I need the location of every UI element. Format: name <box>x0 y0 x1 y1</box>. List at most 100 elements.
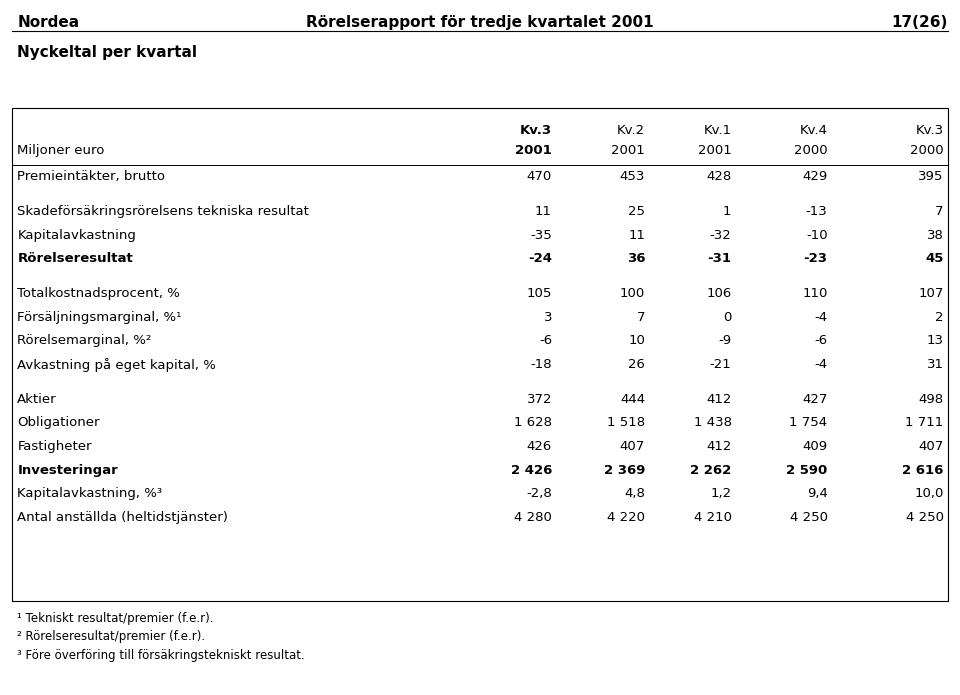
Text: 4 210: 4 210 <box>693 511 732 524</box>
Text: Totalkostnadsprocent, %: Totalkostnadsprocent, % <box>17 287 180 300</box>
Text: 4 280: 4 280 <box>515 511 552 524</box>
Text: -4: -4 <box>814 358 828 371</box>
Text: 2001: 2001 <box>698 144 732 157</box>
Text: -35: -35 <box>530 229 552 242</box>
Text: -31: -31 <box>708 252 732 265</box>
Text: 110: 110 <box>803 287 828 300</box>
Text: Nyckeltal per kvartal: Nyckeltal per kvartal <box>17 45 198 60</box>
Text: 2 262: 2 262 <box>690 464 732 477</box>
Text: 412: 412 <box>707 393 732 406</box>
Text: Investeringar: Investeringar <box>17 464 118 477</box>
Text: 38: 38 <box>926 229 944 242</box>
Text: 4 250: 4 250 <box>789 511 828 524</box>
Text: 1,2: 1,2 <box>710 487 732 500</box>
Text: 13: 13 <box>926 334 944 348</box>
Text: 45: 45 <box>925 252 944 265</box>
Text: -24: -24 <box>528 252 552 265</box>
Text: 31: 31 <box>926 358 944 371</box>
Text: 2001: 2001 <box>612 144 645 157</box>
Text: 1 711: 1 711 <box>905 416 944 430</box>
Text: 17(26): 17(26) <box>891 15 948 31</box>
Text: 1: 1 <box>723 205 732 218</box>
Text: 470: 470 <box>527 170 552 183</box>
Text: 428: 428 <box>707 170 732 183</box>
Text: Rörelsemarginal, %²: Rörelsemarginal, %² <box>17 334 152 348</box>
Text: 9,4: 9,4 <box>806 487 828 500</box>
Text: 1 518: 1 518 <box>607 416 645 430</box>
Text: 4 220: 4 220 <box>607 511 645 524</box>
Text: -6: -6 <box>539 334 552 348</box>
Text: 105: 105 <box>527 287 552 300</box>
Text: 7: 7 <box>935 205 944 218</box>
Text: 2: 2 <box>935 311 944 324</box>
Text: Rörelseresultat: Rörelseresultat <box>17 252 133 265</box>
Text: 427: 427 <box>803 393 828 406</box>
Text: -21: -21 <box>709 358 732 371</box>
Text: 372: 372 <box>526 393 552 406</box>
Text: Obligationer: Obligationer <box>17 416 100 430</box>
Text: Skadeförsäkringsrörelsens tekniska resultat: Skadeförsäkringsrörelsens tekniska resul… <box>17 205 309 218</box>
Text: -10: -10 <box>805 229 828 242</box>
Text: 429: 429 <box>803 170 828 183</box>
Text: 25: 25 <box>628 205 645 218</box>
Text: 1 628: 1 628 <box>514 416 552 430</box>
Text: 11: 11 <box>628 229 645 242</box>
Text: Rörelserapport för tredje kvartalet 2001: Rörelserapport för tredje kvartalet 2001 <box>306 15 654 31</box>
Text: Kv.3: Kv.3 <box>520 124 552 137</box>
Text: Kv.1: Kv.1 <box>704 124 732 137</box>
Text: 409: 409 <box>803 440 828 453</box>
Text: -32: -32 <box>709 229 732 242</box>
Text: 444: 444 <box>620 393 645 406</box>
Text: 107: 107 <box>919 287 944 300</box>
Text: Kv.4: Kv.4 <box>800 124 828 137</box>
Text: 395: 395 <box>919 170 944 183</box>
Text: 7: 7 <box>636 311 645 324</box>
Text: -23: -23 <box>804 252 828 265</box>
Text: ¹ Tekniskt resultat/premier (f.e.r).: ¹ Tekniskt resultat/premier (f.e.r). <box>17 612 214 625</box>
Text: 3: 3 <box>543 311 552 324</box>
Text: 2 590: 2 590 <box>786 464 828 477</box>
Text: Kapitalavkastning, %³: Kapitalavkastning, %³ <box>17 487 162 500</box>
Text: ² Rörelseresultat/premier (f.e.r).: ² Rörelseresultat/premier (f.e.r). <box>17 630 205 644</box>
Text: 2001: 2001 <box>516 144 552 157</box>
Text: 11: 11 <box>535 205 552 218</box>
Text: Premieintäkter, brutto: Premieintäkter, brutto <box>17 170 165 183</box>
Text: 2000: 2000 <box>910 144 944 157</box>
Text: -18: -18 <box>530 358 552 371</box>
Text: 106: 106 <box>707 287 732 300</box>
Text: 36: 36 <box>627 252 645 265</box>
Text: Antal anställda (heltidstjänster): Antal anställda (heltidstjänster) <box>17 511 228 524</box>
Text: Avkastning på eget kapital, %: Avkastning på eget kapital, % <box>17 358 216 372</box>
Text: 453: 453 <box>620 170 645 183</box>
Text: -4: -4 <box>814 311 828 324</box>
Text: 2000: 2000 <box>794 144 828 157</box>
Text: 4,8: 4,8 <box>624 487 645 500</box>
Text: -13: -13 <box>805 205 828 218</box>
Text: -9: -9 <box>718 334 732 348</box>
Text: 2 369: 2 369 <box>604 464 645 477</box>
Text: 1 438: 1 438 <box>693 416 732 430</box>
Text: Kv.2: Kv.2 <box>617 124 645 137</box>
Text: 407: 407 <box>620 440 645 453</box>
Text: 426: 426 <box>527 440 552 453</box>
Text: 26: 26 <box>628 358 645 371</box>
Text: Nordea: Nordea <box>17 15 80 31</box>
Text: 10: 10 <box>628 334 645 348</box>
Text: 2 616: 2 616 <box>902 464 944 477</box>
Text: Fastigheter: Fastigheter <box>17 440 92 453</box>
Text: Aktier: Aktier <box>17 393 57 406</box>
Text: Kv.3: Kv.3 <box>916 124 944 137</box>
Text: 412: 412 <box>707 440 732 453</box>
Text: 100: 100 <box>620 287 645 300</box>
Text: 2 426: 2 426 <box>511 464 552 477</box>
Text: Miljoner euro: Miljoner euro <box>17 144 105 157</box>
Text: 10,0: 10,0 <box>914 487 944 500</box>
Text: ³ Före överföring till försäkringstekniskt resultat.: ³ Före överföring till försäkringsteknis… <box>17 649 305 662</box>
Text: 0: 0 <box>723 311 732 324</box>
Text: 1 754: 1 754 <box>789 416 828 430</box>
Text: 498: 498 <box>919 393 944 406</box>
Text: 4 250: 4 250 <box>905 511 944 524</box>
Text: -2,8: -2,8 <box>526 487 552 500</box>
Text: 407: 407 <box>919 440 944 453</box>
Text: Försäljningsmarginal, %¹: Försäljningsmarginal, %¹ <box>17 311 181 324</box>
